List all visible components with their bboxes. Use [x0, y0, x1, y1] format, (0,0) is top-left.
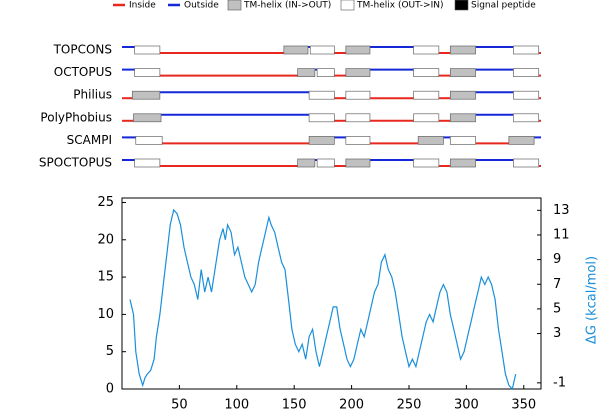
tm-helix — [508, 136, 535, 145]
legend-swatch — [227, 0, 242, 11]
tm-helix — [134, 45, 161, 55]
x-tick-label: 200 — [339, 398, 364, 413]
tm-helix — [345, 90, 371, 100]
tm-helix — [309, 45, 335, 55]
tm-helix — [345, 45, 371, 55]
y2-tick-label: 13 — [553, 203, 570, 218]
legend-label: Signal peptide — [471, 1, 536, 11]
tm-helix — [134, 68, 161, 77]
tm-helix — [449, 158, 476, 168]
legend-label: TM-helix (IN->OUT) — [243, 1, 331, 11]
row-label: TOPCONS — [53, 43, 112, 57]
x-tick-label: 50 — [171, 398, 188, 413]
legend-label: Outside — [184, 1, 219, 11]
tm-helix — [513, 158, 540, 168]
tm-helix — [449, 113, 476, 123]
y-tick-label: 25 — [97, 195, 114, 210]
legend-swatch — [340, 0, 355, 11]
tm-helix — [345, 136, 371, 145]
y2-tick-label: 9 — [553, 252, 561, 267]
tm-helix — [513, 68, 540, 77]
y2-tick-label: 3 — [553, 326, 561, 341]
row-label: Philius — [73, 88, 112, 102]
tm-helix — [345, 158, 371, 168]
tm-helix — [449, 68, 476, 77]
tm-helix — [417, 136, 444, 145]
x-tick-label: 150 — [282, 398, 307, 413]
tm-helix — [316, 68, 335, 77]
plot-frame — [121, 197, 542, 390]
x-tick-label: 350 — [511, 398, 536, 413]
row-label: PolyPhobius — [40, 110, 112, 124]
y-tick-label: 15 — [97, 270, 114, 285]
tm-helix — [297, 158, 316, 168]
tm-helix — [513, 45, 540, 55]
tm-helix — [345, 68, 371, 77]
y2-tick-label: 11 — [553, 227, 570, 242]
legend-label: TM-helix (OUT->IN) — [356, 1, 443, 11]
y-tick-label: 10 — [97, 307, 114, 322]
tm-helix — [316, 158, 335, 168]
tm-helix — [413, 68, 440, 77]
tm-helix — [449, 45, 476, 55]
y-tick-label: 0 — [106, 382, 114, 397]
dg-line — [129, 208, 517, 391]
y2-tick-label: 5 — [553, 301, 561, 316]
tm-helix — [449, 90, 476, 100]
tm-helix — [513, 113, 540, 123]
tm-helix — [297, 68, 316, 77]
tm-helix — [134, 158, 161, 168]
x-tick-label: 100 — [224, 398, 249, 413]
legend-swatch — [454, 0, 469, 11]
tm-helix — [283, 45, 309, 55]
tm-helix — [308, 90, 335, 100]
tm-helix — [413, 90, 440, 100]
tm-helix — [413, 45, 440, 55]
tm-helix — [131, 90, 161, 100]
row-label: SCAMPI — [67, 133, 112, 147]
row-label: SPOCTOPUS — [39, 156, 112, 170]
tm-helix — [513, 90, 540, 100]
x-tick-label: 250 — [397, 398, 422, 413]
tm-helix — [449, 136, 476, 145]
x-tick-label: 300 — [454, 398, 479, 413]
y-tick-label: 5 — [106, 344, 114, 359]
legend-label: Inside — [129, 1, 156, 11]
row-label: OCTOPUS — [54, 65, 112, 79]
tm-helix — [308, 136, 335, 145]
tm-helix — [345, 113, 371, 123]
tm-helix — [308, 113, 335, 123]
tm-helix — [133, 113, 162, 123]
y-tick-label: 20 — [97, 232, 114, 247]
tm-helix — [413, 113, 440, 123]
tm-helix — [413, 158, 440, 168]
tm-helix — [135, 136, 163, 145]
y2-tick-label: 7 — [553, 277, 561, 292]
y2-tick-label: -1 — [553, 375, 566, 390]
y2-axis-label: ΔG (kcal/mol) — [585, 256, 600, 344]
